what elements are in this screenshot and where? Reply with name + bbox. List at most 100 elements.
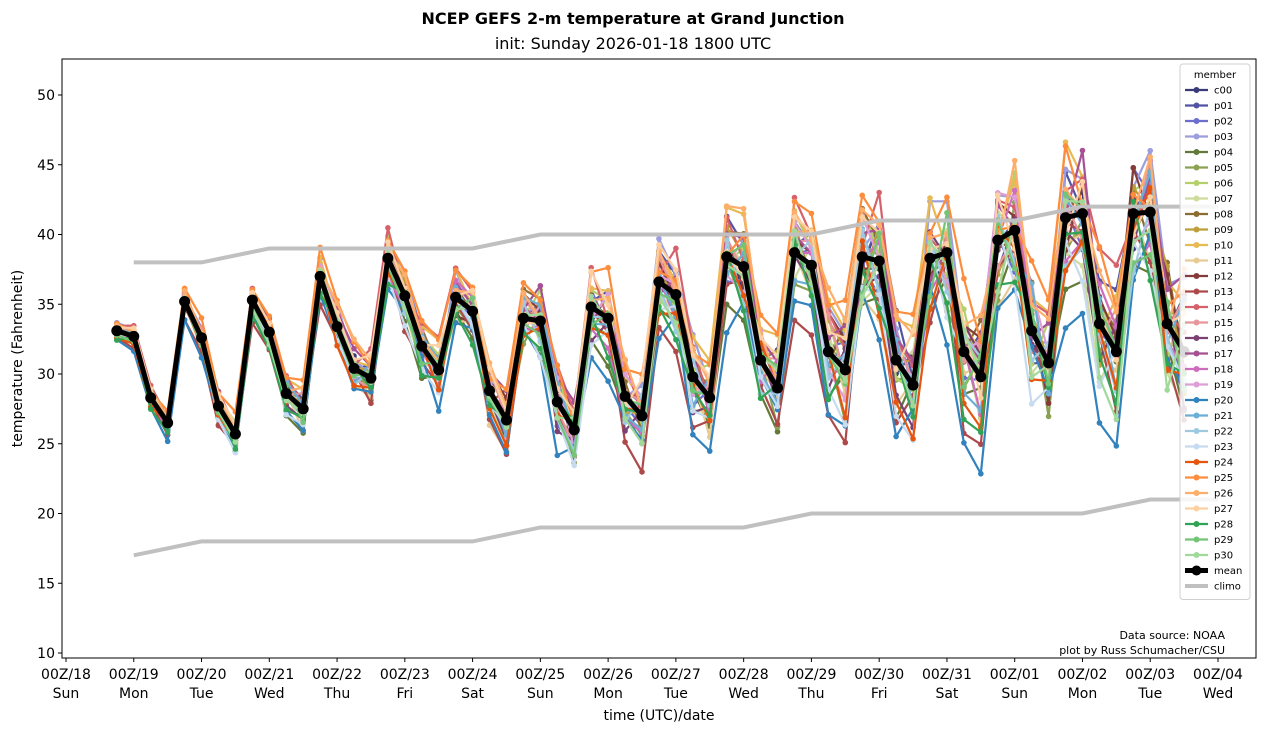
data-point (1062, 325, 1069, 331)
axes: 10 15 20 25 30 35 40 45 50 00Z/18 Sun 00Z/19 Mon 00Z/… (10, 58, 1257, 724)
legend-marker (1193, 381, 1200, 388)
legend-marker (1193, 505, 1200, 512)
legend-item-p12[interactable]: p12 (1185, 272, 1233, 283)
legend-item-p09[interactable]: p09 (1185, 225, 1233, 236)
data-point (622, 428, 628, 434)
x-tick-label: 00Z/03 (1125, 667, 1175, 683)
legend-item-p15[interactable]: p15 (1185, 318, 1233, 329)
legend-item-p06[interactable]: p06 (1185, 179, 1233, 190)
legend-item-p28[interactable]: p28 (1185, 520, 1233, 531)
x-tick-label: 00Z/30 (854, 667, 904, 683)
data-point (944, 342, 950, 348)
data-point (334, 342, 340, 349)
x-tick-day-label: Mon (1068, 686, 1098, 702)
legend-item-p01[interactable]: p01 (1185, 101, 1233, 112)
legend-item-p23[interactable]: p23 (1185, 442, 1233, 453)
legend-label: p01 (1214, 101, 1233, 112)
y-tick-label: 50 (37, 88, 55, 104)
data-point (961, 384, 967, 390)
legend-label: p25 (1214, 473, 1233, 484)
legend-item-p22[interactable]: p22 (1185, 427, 1233, 438)
legend-item-p08[interactable]: p08 (1185, 210, 1233, 221)
legend-item-p30[interactable]: p30 (1185, 551, 1233, 562)
data-point (1096, 281, 1103, 287)
legend-label: c00 (1214, 86, 1232, 97)
legend-marker (1193, 149, 1200, 155)
legend-label: p06 (1214, 179, 1233, 190)
legend-label: p29 (1214, 535, 1233, 546)
legend-item-p03[interactable]: p03 (1185, 132, 1233, 143)
data-point (808, 332, 815, 338)
x-tick-label: 00Z/20 (177, 667, 227, 683)
mean-point (958, 346, 970, 358)
legend-item-p24[interactable]: p24 (1185, 458, 1233, 469)
mean-point (907, 379, 919, 391)
data-point (368, 400, 374, 407)
mean-point (839, 364, 851, 376)
data-point (283, 397, 290, 404)
legend-item-p29[interactable]: p29 (1185, 535, 1233, 546)
data-point (503, 442, 510, 449)
legend-item-p04[interactable]: p04 (1185, 148, 1233, 159)
mean-point (941, 247, 953, 259)
x-tick-day-label: Wed (1203, 686, 1234, 702)
legend-item-p13[interactable]: p13 (1185, 287, 1233, 298)
legend-item-c00[interactable]: c00 (1185, 86, 1232, 97)
data-point (944, 194, 950, 200)
data-point (283, 406, 290, 413)
legend-item-p26[interactable]: p26 (1185, 489, 1233, 500)
legend-item-p16[interactable]: p16 (1185, 334, 1233, 345)
legend-item-p14[interactable]: p14 (1185, 303, 1233, 314)
data-point (1045, 316, 1052, 322)
legend-item-p21[interactable]: p21 (1185, 411, 1233, 422)
legend-item-p17[interactable]: p17 (1185, 349, 1233, 360)
legend-label: p08 (1214, 210, 1233, 221)
data-point (249, 289, 256, 296)
legend-label: p23 (1214, 442, 1233, 453)
data-point (893, 413, 899, 420)
data-point (503, 424, 510, 430)
chart-title: NCEP GEFS 2-m temperature at Grand Junct… (421, 9, 845, 28)
data-point (690, 431, 696, 438)
mean-line (116, 209, 1187, 437)
mean-point (636, 410, 648, 422)
data-point (1147, 147, 1154, 154)
x-tick-day-label: Thu (323, 686, 350, 702)
y-axis-label: temperature (Fahrenheit) (10, 270, 26, 447)
mean-point (348, 362, 360, 374)
data-point (1164, 361, 1170, 367)
legend-item-p10[interactable]: p10 (1185, 241, 1233, 252)
legend-item-p07[interactable]: p07 (1185, 194, 1233, 205)
data-point (774, 421, 781, 428)
x-tick-label: 00Z/21 (244, 667, 294, 683)
legend-item-p27[interactable]: p27 (1185, 504, 1233, 515)
mean-point (196, 332, 208, 344)
data-point (537, 345, 544, 352)
y-tick-label: 20 (37, 507, 55, 523)
legend-item-mean[interactable]: mean (1185, 565, 1242, 578)
mean-point (568, 424, 580, 436)
legend-label: p20 (1214, 396, 1233, 407)
legend-item-climo[interactable]: climo (1185, 582, 1241, 593)
data-point (723, 237, 730, 243)
legend-marker (1193, 366, 1200, 372)
data-point (774, 428, 781, 435)
legend-item-p25[interactable]: p25 (1185, 473, 1233, 484)
mean-point (822, 346, 834, 358)
legend-item-p05[interactable]: p05 (1185, 163, 1233, 174)
data-point (791, 198, 798, 205)
mean-point (1161, 318, 1173, 330)
data-point (1062, 139, 1069, 145)
legend-item-p02[interactable]: p02 (1185, 117, 1233, 128)
data-point (910, 402, 916, 409)
legend-item-p18[interactable]: p18 (1185, 365, 1233, 376)
legend-marker (1191, 565, 1202, 576)
mean-point (179, 295, 191, 307)
legend-item-p19[interactable]: p19 (1185, 380, 1233, 391)
mean-point (500, 414, 512, 426)
mean-point (805, 259, 817, 271)
legend-item-p11[interactable]: p11 (1185, 256, 1233, 267)
legend-item-p20[interactable]: p20 (1185, 396, 1233, 407)
legend-label: p11 (1214, 256, 1233, 267)
